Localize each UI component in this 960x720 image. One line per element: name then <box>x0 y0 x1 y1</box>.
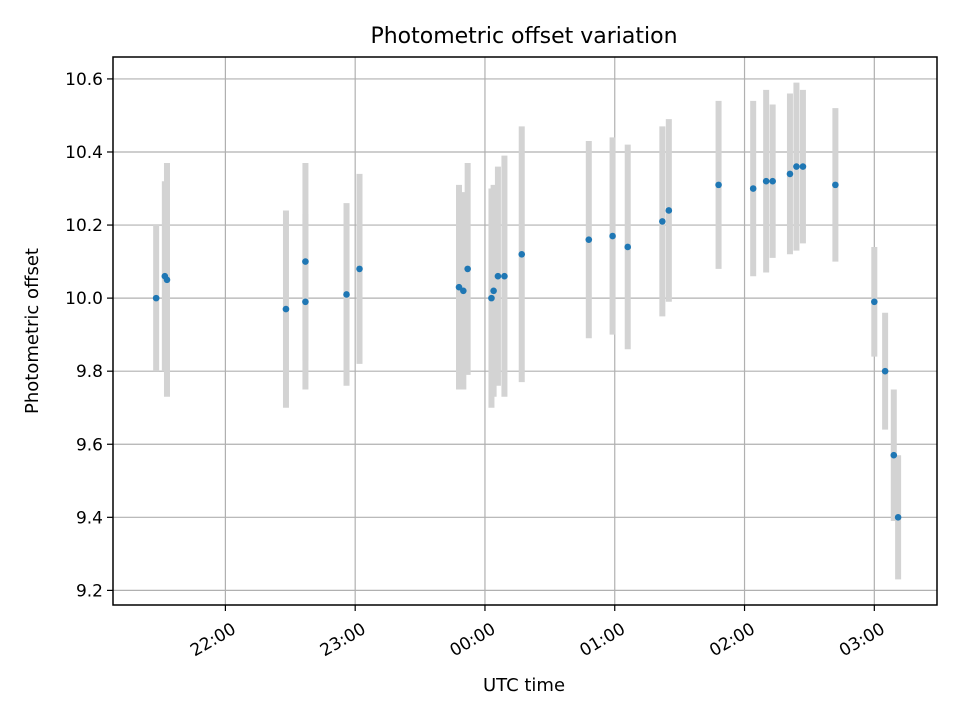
data-point <box>890 451 898 459</box>
y-tick-label: 9.4 <box>76 508 103 528</box>
data-point <box>585 236 593 243</box>
y-axis-label: Photometric offset <box>22 248 43 414</box>
y-tick-label: 9.6 <box>76 435 103 455</box>
data-point <box>488 294 495 302</box>
y-axis: 9.2 9.4 9.6 9.8 10.0 10.2 10.4 10.6 <box>65 70 113 601</box>
data-point <box>894 514 902 521</box>
data-point <box>163 276 171 284</box>
data-point <box>501 272 508 280</box>
plot-frame <box>112 56 938 606</box>
data-point <box>799 163 807 170</box>
data-point <box>518 250 526 258</box>
data-point <box>460 287 467 295</box>
data-point <box>665 207 673 214</box>
data-point <box>786 170 794 178</box>
x-axis-label: UTC time <box>483 675 565 696</box>
data-point <box>624 243 632 251</box>
data-point <box>832 181 839 189</box>
data-point <box>302 298 309 306</box>
data-point <box>455 283 463 291</box>
data-point <box>343 291 350 298</box>
chart-title: Photometric offset variation <box>370 24 677 49</box>
y-tick-label: 10.4 <box>65 143 103 163</box>
y-tick-label: 10.2 <box>65 216 103 236</box>
data-point <box>793 163 800 170</box>
data-point <box>302 258 309 265</box>
data-point <box>871 298 878 306</box>
data-point <box>494 272 502 280</box>
data-point <box>152 294 160 302</box>
data-point <box>749 185 757 192</box>
data-point <box>609 232 616 240</box>
data-point <box>715 181 722 189</box>
data-point <box>769 177 776 185</box>
y-tick-label: 9.8 <box>76 362 103 382</box>
y-tick-label: 10.6 <box>65 70 103 90</box>
y-tick-label: 10.0 <box>65 289 103 309</box>
point-layer <box>152 163 902 521</box>
data-point <box>356 265 363 273</box>
data-point <box>762 177 770 185</box>
y-tick-label: 9.2 <box>76 581 103 601</box>
data-point <box>659 218 666 225</box>
data-point <box>464 265 471 273</box>
data-point <box>490 287 497 295</box>
data-point <box>881 367 889 375</box>
data-point <box>282 305 290 313</box>
